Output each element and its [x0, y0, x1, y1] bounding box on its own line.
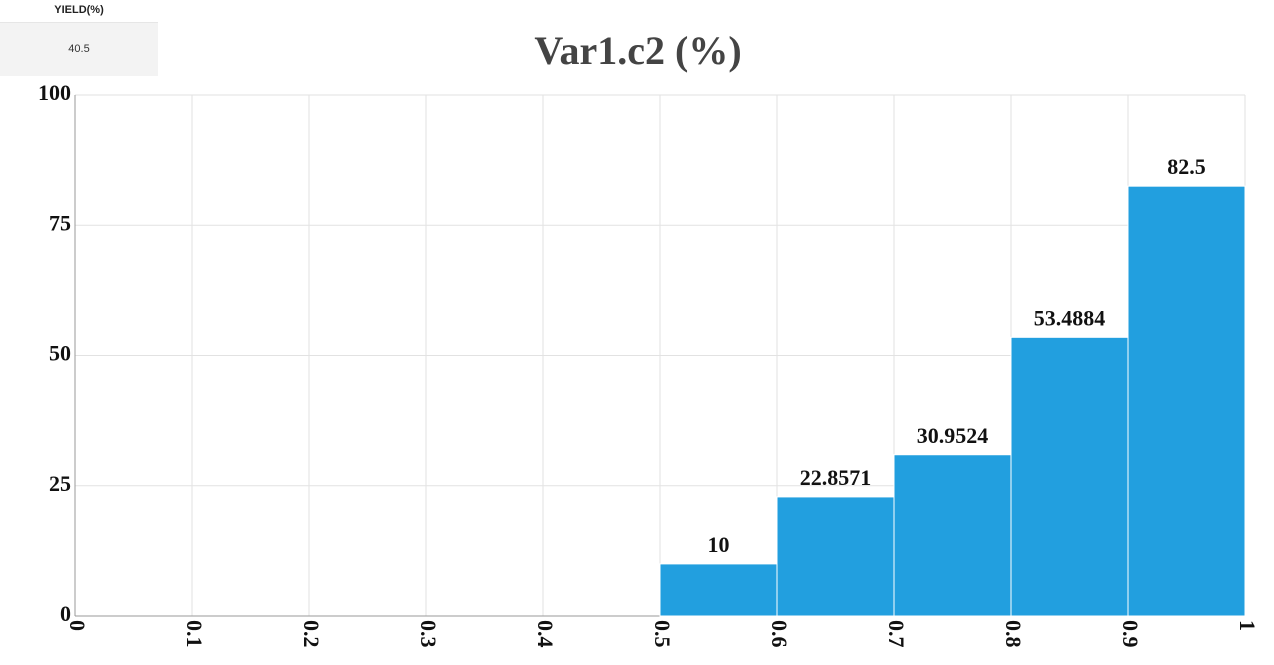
bar	[893, 454, 1012, 617]
y-tick-label: 0	[60, 601, 71, 626]
y-tick-label: 25	[49, 471, 71, 496]
yield-header: YIELD(%)	[0, 0, 158, 23]
x-tick-label: 0.8	[1001, 620, 1026, 648]
bar	[1127, 185, 1246, 617]
x-tick-label: 0	[65, 620, 90, 631]
x-tick-label: 0.5	[650, 620, 675, 648]
value-label: 53.4884	[1034, 305, 1106, 330]
y-tick-label: 75	[49, 210, 71, 235]
bar	[776, 496, 895, 617]
value-label: 10	[708, 532, 730, 557]
value-label: 22.8571	[800, 465, 872, 490]
y-tick-label: 100	[38, 80, 71, 105]
x-tick-label: 0.6	[767, 620, 792, 648]
yield-value: 40.5	[0, 23, 158, 76]
yield-box: YIELD(%) 40.5	[0, 0, 158, 76]
chart-title: Var1.c2 (%)	[534, 28, 741, 73]
x-tick-label: 0.7	[884, 620, 909, 648]
bar	[659, 563, 778, 617]
y-tick-label: 50	[49, 341, 71, 366]
x-tick-label: 1	[1235, 620, 1260, 631]
x-tick-label: 0.3	[416, 620, 441, 648]
x-tick-label: 0.2	[299, 620, 324, 648]
bar	[1010, 336, 1129, 617]
x-tick-label: 0.9	[1118, 620, 1143, 648]
x-tick-label: 0.4	[533, 620, 558, 648]
value-label: 30.9524	[917, 423, 989, 448]
x-tick-label: 0.1	[182, 620, 207, 648]
value-label: 82.5	[1167, 154, 1206, 179]
